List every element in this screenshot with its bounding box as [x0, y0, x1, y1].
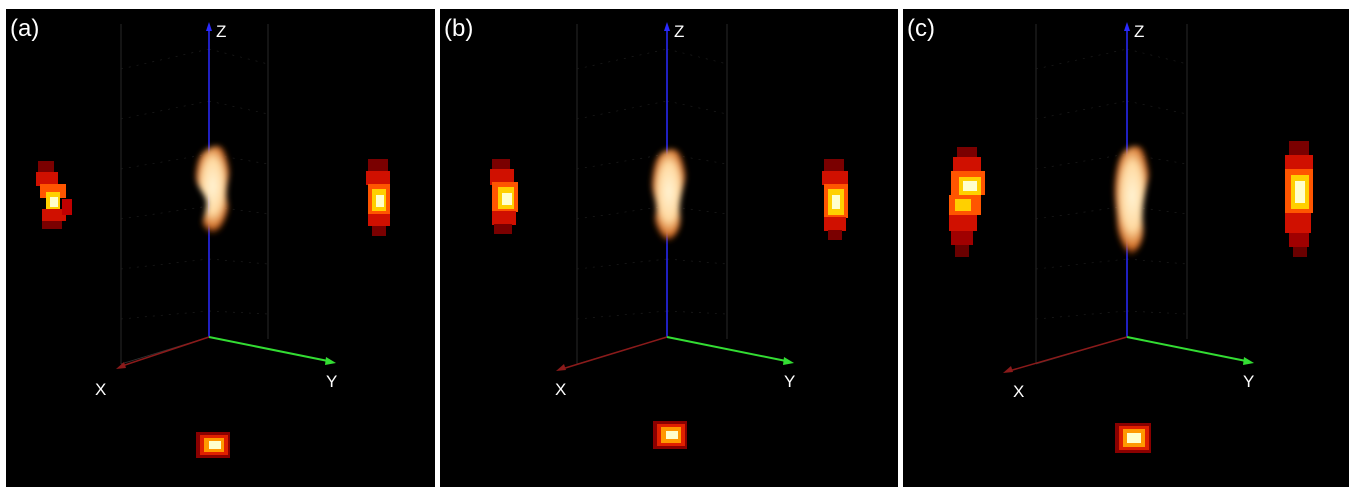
x-axis [121, 336, 210, 367]
y-axis-label: Y [784, 372, 795, 391]
z-axis-arrow-icon [1124, 22, 1130, 31]
y-axis-label: Y [1243, 372, 1254, 391]
panel-a-scene: Z X Y [36, 22, 390, 458]
y-axis [208, 336, 329, 362]
y-axis-arrow-icon [783, 357, 794, 365]
projection-bottom [653, 421, 687, 449]
projection-right [822, 159, 848, 240]
projection-left [490, 159, 518, 234]
y-axis-arrow-icon [1243, 357, 1254, 365]
panel-a: Z X Y [6, 9, 435, 487]
grid-dots [1035, 48, 1188, 320]
y-axis [666, 336, 787, 362]
panel-b: Z X Y (b) [440, 9, 898, 487]
x-axis-label: X [1013, 382, 1024, 401]
panel-b-scene: Z X Y [490, 22, 848, 449]
grid-dots [120, 48, 269, 320]
panel-c: Z X Y [903, 9, 1349, 487]
volume-render [195, 146, 231, 236]
z-axis-arrow-icon [206, 22, 212, 31]
y-axis-arrow-icon [325, 357, 336, 365]
projection-left [36, 161, 72, 229]
projection-right [366, 159, 390, 236]
panel-label: (a) [10, 15, 40, 42]
x-axis [561, 336, 668, 370]
panel-c-scene: Z X Y [949, 22, 1313, 453]
volume-render [1114, 146, 1151, 258]
volume-render [651, 149, 687, 244]
projection-left [949, 147, 985, 257]
x-axis-label: X [555, 380, 566, 399]
z-axis-arrow-icon [664, 22, 670, 31]
panel-label: (b) [444, 15, 474, 42]
z-axis-label: Z [674, 22, 684, 41]
projection-right [1285, 141, 1313, 257]
grid-walls [576, 24, 788, 365]
x-axis-arrow-icon [116, 362, 126, 369]
z-axis-label: Z [1134, 22, 1144, 41]
x-axis-arrow-icon [1003, 366, 1013, 373]
y-axis [1126, 336, 1247, 362]
z-axis-label: Z [216, 22, 226, 41]
x-axis-label: X [95, 380, 106, 399]
projection-bottom [196, 432, 230, 458]
x-axis-arrow-icon [556, 364, 566, 371]
x-axis [1008, 336, 1128, 372]
projection-bottom [1115, 423, 1151, 453]
y-axis-label: Y [326, 372, 337, 391]
panel-label: (c) [907, 15, 935, 42]
